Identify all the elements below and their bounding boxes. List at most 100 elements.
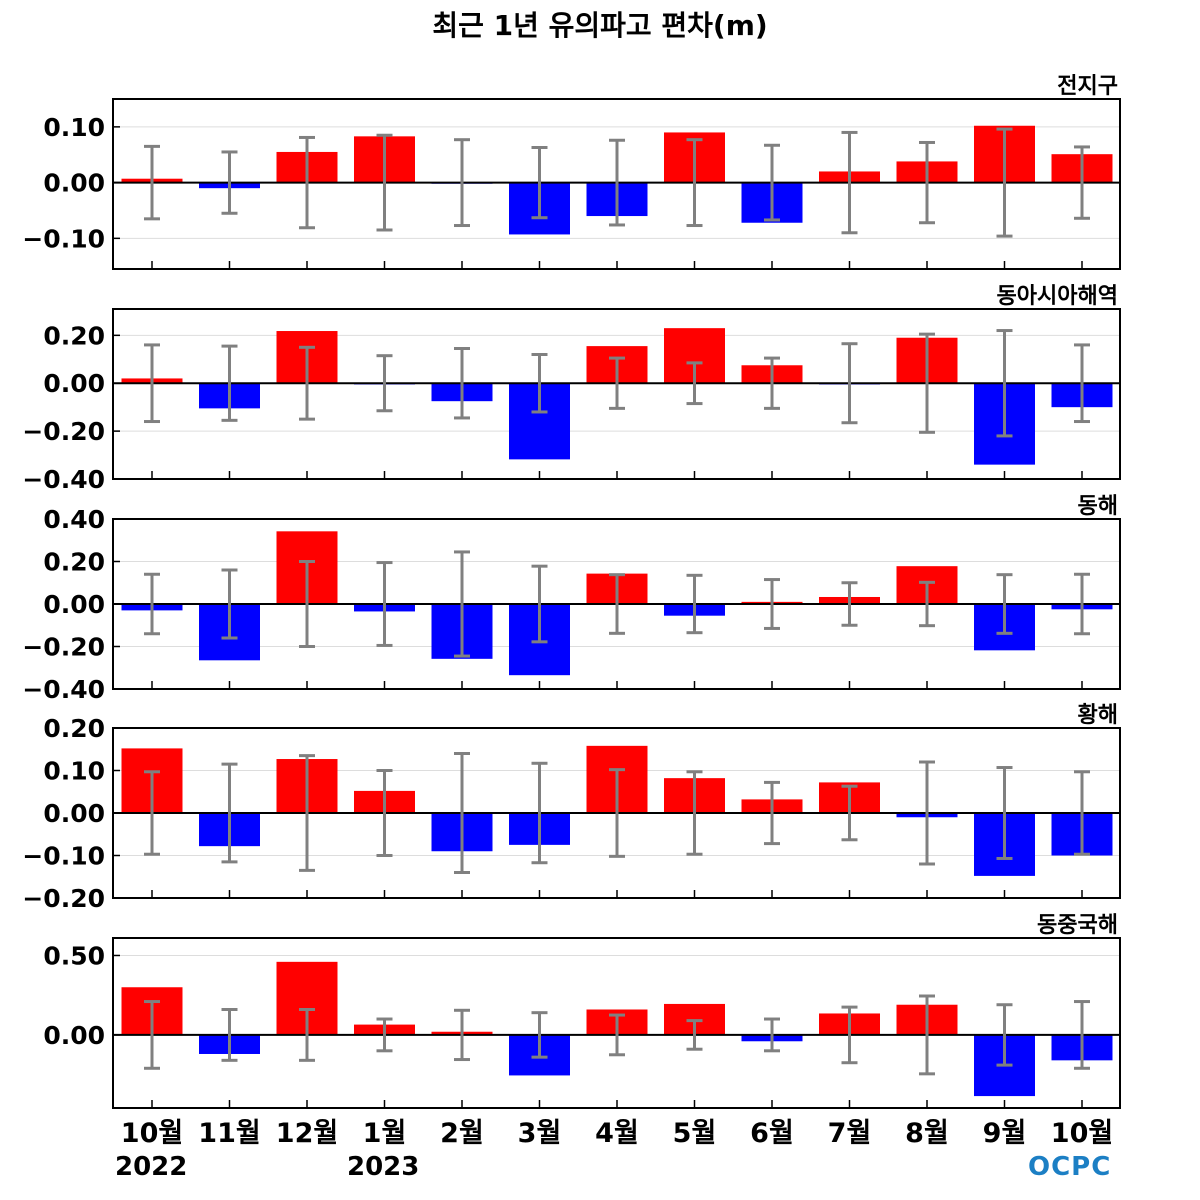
error-bar bbox=[919, 760, 935, 866]
error-bar bbox=[686, 770, 703, 856]
error-bar bbox=[531, 352, 548, 414]
error-bar bbox=[996, 573, 1013, 635]
y-tick-label: −0.40 bbox=[22, 675, 105, 704]
error-bar bbox=[1074, 572, 1090, 636]
error-bar bbox=[919, 994, 935, 1076]
error-bar bbox=[841, 784, 858, 842]
error-bar bbox=[454, 347, 470, 420]
error-bar bbox=[1074, 343, 1090, 424]
error-bar bbox=[531, 761, 548, 865]
x-tick-label: 2월 bbox=[440, 1118, 484, 1149]
y-tick-label: 0.20 bbox=[43, 714, 105, 743]
panel-name: 동중국해 bbox=[1037, 913, 1118, 938]
y-tick-label: 0.00 bbox=[43, 369, 105, 398]
error-bar bbox=[221, 1007, 238, 1062]
error-bar bbox=[841, 581, 858, 627]
panel-2: −0.40 −0.20 0.00 0.20 0.40 동해 bbox=[22, 494, 1121, 704]
x-tick-label: 12월 bbox=[276, 1118, 338, 1149]
error-bar bbox=[764, 780, 780, 846]
y-tick-label: 0.00 bbox=[43, 169, 105, 198]
y-tick-label: 0.00 bbox=[43, 799, 105, 828]
ocpc-logo: OCPC bbox=[1028, 1152, 1112, 1182]
error-bar bbox=[686, 138, 703, 228]
error-bar bbox=[996, 766, 1013, 860]
panel-name: 황해 bbox=[1078, 703, 1118, 728]
error-bar bbox=[144, 1000, 160, 1070]
error-bar bbox=[454, 1008, 470, 1062]
error-bar bbox=[609, 356, 625, 410]
x-tick-label: 5월 bbox=[673, 1118, 717, 1149]
y-tick-label: −0.20 bbox=[22, 417, 105, 446]
error-bar bbox=[764, 143, 780, 222]
y-tick-label: −0.10 bbox=[22, 224, 105, 253]
error-bar bbox=[221, 762, 238, 864]
error-bar bbox=[144, 572, 160, 636]
y-tick-label: 0.00 bbox=[43, 590, 105, 619]
error-bar bbox=[1074, 770, 1090, 856]
error-bar bbox=[454, 752, 470, 874]
error-bar bbox=[144, 770, 160, 856]
year-label-2023: 2023 bbox=[347, 1152, 420, 1182]
panel-1: −0.40 −0.20 0.00 0.20 동아시아해역 bbox=[22, 284, 1121, 494]
error-bar bbox=[609, 1013, 625, 1057]
error-bar bbox=[996, 127, 1013, 238]
year-label-2022: 2022 bbox=[115, 1152, 188, 1182]
error-bar bbox=[609, 573, 625, 635]
error-bar bbox=[376, 354, 393, 413]
error-bar bbox=[299, 560, 315, 648]
y-tick-label: 0.00 bbox=[43, 1021, 105, 1050]
error-bar bbox=[531, 1011, 548, 1059]
panel-name: 동해 bbox=[1078, 494, 1118, 519]
x-tick-label: 7월 bbox=[828, 1118, 872, 1149]
error-bar bbox=[221, 568, 238, 640]
error-bar bbox=[996, 1003, 1013, 1067]
y-tick-label: −0.40 bbox=[22, 465, 105, 494]
error-bar bbox=[221, 150, 238, 215]
y-tick-label: 0.20 bbox=[43, 321, 105, 350]
y-tick-label: 0.40 bbox=[43, 505, 105, 534]
x-tick-label: 4월 bbox=[595, 1118, 639, 1149]
error-bar bbox=[919, 580, 935, 628]
error-bar bbox=[841, 130, 858, 235]
chart-title: 최근 1년 유의파고 편차(m) bbox=[432, 9, 768, 42]
panel-4: 0.00 0.50 동중국해 bbox=[43, 913, 1121, 1109]
error-bar bbox=[376, 769, 393, 857]
y-tick-label: 0.10 bbox=[43, 757, 105, 786]
x-tick-label: 11월 bbox=[198, 1118, 260, 1149]
panel-name: 전지구 bbox=[1057, 74, 1118, 99]
error-bar bbox=[686, 361, 703, 406]
error-bar bbox=[376, 561, 393, 647]
error-bar bbox=[841, 342, 858, 425]
error-bar bbox=[221, 344, 238, 422]
panel-name: 동아시아해역 bbox=[997, 284, 1118, 309]
error-bar bbox=[299, 1007, 315, 1062]
error-bar bbox=[144, 144, 160, 221]
error-bar bbox=[686, 573, 703, 635]
error-bar bbox=[454, 550, 470, 658]
error-bar bbox=[764, 578, 780, 630]
error-bar bbox=[531, 564, 548, 644]
error-bar bbox=[919, 140, 935, 225]
error-bar bbox=[919, 332, 935, 434]
error-bar bbox=[376, 1017, 393, 1053]
y-tick-label: 0.20 bbox=[43, 548, 105, 577]
error-bar bbox=[376, 133, 393, 232]
y-tick-label: −0.10 bbox=[22, 842, 105, 871]
error-bar bbox=[299, 135, 315, 230]
x-tick-label: 3월 bbox=[518, 1118, 562, 1149]
error-bar bbox=[454, 138, 470, 228]
error-bar bbox=[686, 1019, 703, 1051]
y-tick-label: −0.20 bbox=[22, 633, 105, 662]
x-tick-label: 10월 bbox=[1051, 1118, 1113, 1149]
error-bar bbox=[299, 754, 315, 872]
y-tick-label: −0.20 bbox=[22, 884, 105, 913]
panel-0: −0.10 0.00 0.10 전지구 bbox=[22, 74, 1121, 270]
panel-3: −0.20 −0.10 0.00 0.10 0.20 황해 bbox=[22, 703, 1121, 913]
error-bar bbox=[1074, 145, 1090, 220]
error-bar bbox=[764, 356, 780, 410]
error-bar bbox=[609, 138, 625, 227]
x-tick-label: 6월 bbox=[750, 1118, 794, 1149]
x-tick-label: 1월 bbox=[363, 1118, 407, 1149]
error-bar bbox=[1074, 1000, 1090, 1070]
